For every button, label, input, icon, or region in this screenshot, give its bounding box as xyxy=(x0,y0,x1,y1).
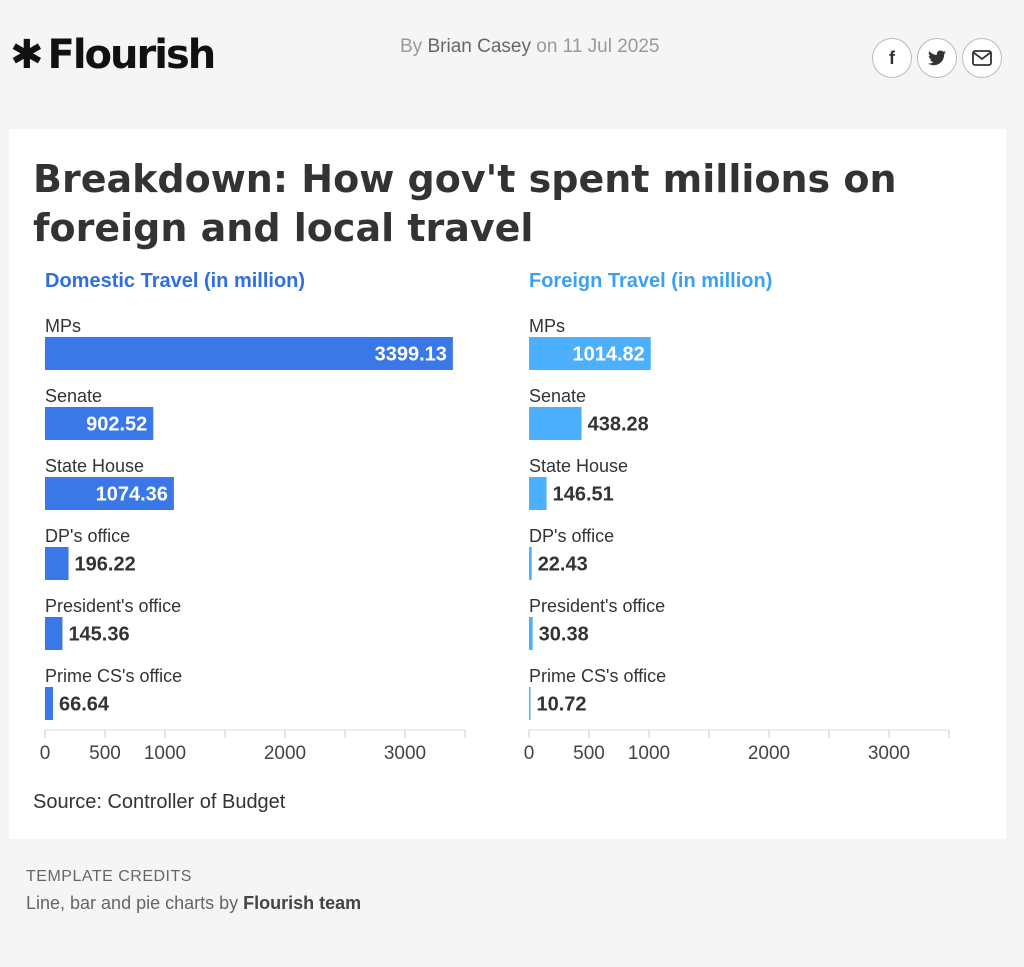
panel-title: Foreign Travel (in million) xyxy=(529,270,772,292)
x-tick-label: 2000 xyxy=(264,743,306,764)
data-label: 22.43 xyxy=(538,554,588,576)
x-tick-label: 500 xyxy=(573,743,605,764)
flourish-logo[interactable]: ✱ Flourish xyxy=(10,32,217,78)
facebook-icon: f xyxy=(889,47,895,68)
twitter-icon xyxy=(928,50,946,66)
credits-prefix: Line, bar and pie charts by xyxy=(26,893,239,913)
chart-title: Breakdown: How gov't spent millions on f… xyxy=(33,157,897,250)
bar xyxy=(45,687,53,720)
bar xyxy=(529,617,533,650)
bar xyxy=(529,547,532,580)
x-tick-label: 3000 xyxy=(868,743,910,764)
bar xyxy=(529,477,547,510)
bar xyxy=(529,687,531,720)
category-label: DP's office xyxy=(45,526,130,546)
x-tick-label: 1000 xyxy=(144,743,186,764)
bar xyxy=(529,407,582,440)
twitter-share-button[interactable] xyxy=(917,38,957,78)
data-label: 30.38 xyxy=(539,624,589,646)
bar xyxy=(45,547,69,580)
category-label: State House xyxy=(45,456,144,476)
data-label: 438.28 xyxy=(588,414,649,436)
bar xyxy=(45,617,63,650)
category-label: State House xyxy=(529,456,628,476)
bar xyxy=(45,477,174,510)
x-tick-label: 2000 xyxy=(748,743,790,764)
template-credits-label: TEMPLATE CREDITS xyxy=(26,868,192,885)
flourish-star-icon: ✱ xyxy=(10,32,44,78)
credits-team-link[interactable]: Flourish team xyxy=(243,893,362,913)
data-label: 196.22 xyxy=(75,554,136,576)
byline-date: on 11 Jul 2025 xyxy=(536,36,660,57)
x-tick-label: 0 xyxy=(40,743,51,764)
bar xyxy=(529,337,651,370)
category-label: DP's office xyxy=(529,526,614,546)
data-label: 66.64 xyxy=(59,694,110,716)
category-label: President's office xyxy=(45,596,181,616)
email-share-button[interactable] xyxy=(962,38,1002,78)
x-tick-label: 3000 xyxy=(384,743,426,764)
category-label: Prime CS's office xyxy=(529,666,666,686)
logo-text: Flourish xyxy=(47,32,217,78)
category-label: President's office xyxy=(529,596,665,616)
facebook-share-button[interactable]: f xyxy=(872,38,912,78)
source-note: Source: Controller of Budget xyxy=(33,791,286,813)
template-credits-text: Line, bar and pie charts by Flourish tea… xyxy=(26,893,361,914)
byline-author: Brian Casey xyxy=(427,36,531,57)
bar xyxy=(45,337,453,370)
data-label: 10.72 xyxy=(537,694,587,716)
bar xyxy=(45,407,154,440)
x-tick-label: 0 xyxy=(524,743,535,764)
category-label: Senate xyxy=(45,386,102,406)
chart-card: Breakdown: How gov't spent millions on f… xyxy=(9,129,1006,839)
data-label: 3399.13 xyxy=(375,344,447,366)
category-label: Senate xyxy=(529,386,586,406)
data-label: 1074.36 xyxy=(96,484,168,506)
data-label: 1014.82 xyxy=(572,344,644,366)
category-label: Prime CS's office xyxy=(45,666,182,686)
data-label: 145.36 xyxy=(68,624,129,646)
email-icon xyxy=(972,50,992,66)
charts-svg: Domestic Travel (in million) MPs 3399.13 Se… xyxy=(40,270,950,764)
byline-prefix: By xyxy=(400,36,423,57)
x-tick-label: 500 xyxy=(89,743,121,764)
share-buttons: f xyxy=(872,38,1002,78)
data-label: 902.52 xyxy=(86,414,147,436)
data-label: 146.51 xyxy=(553,484,614,506)
byline: By Brian Casey on 11 Jul 2025 xyxy=(400,36,660,58)
category-label: MPs xyxy=(529,316,565,336)
panel-title: Domestic Travel (in million) xyxy=(45,270,305,292)
category-label: MPs xyxy=(45,316,81,336)
x-tick-label: 1000 xyxy=(628,743,670,764)
